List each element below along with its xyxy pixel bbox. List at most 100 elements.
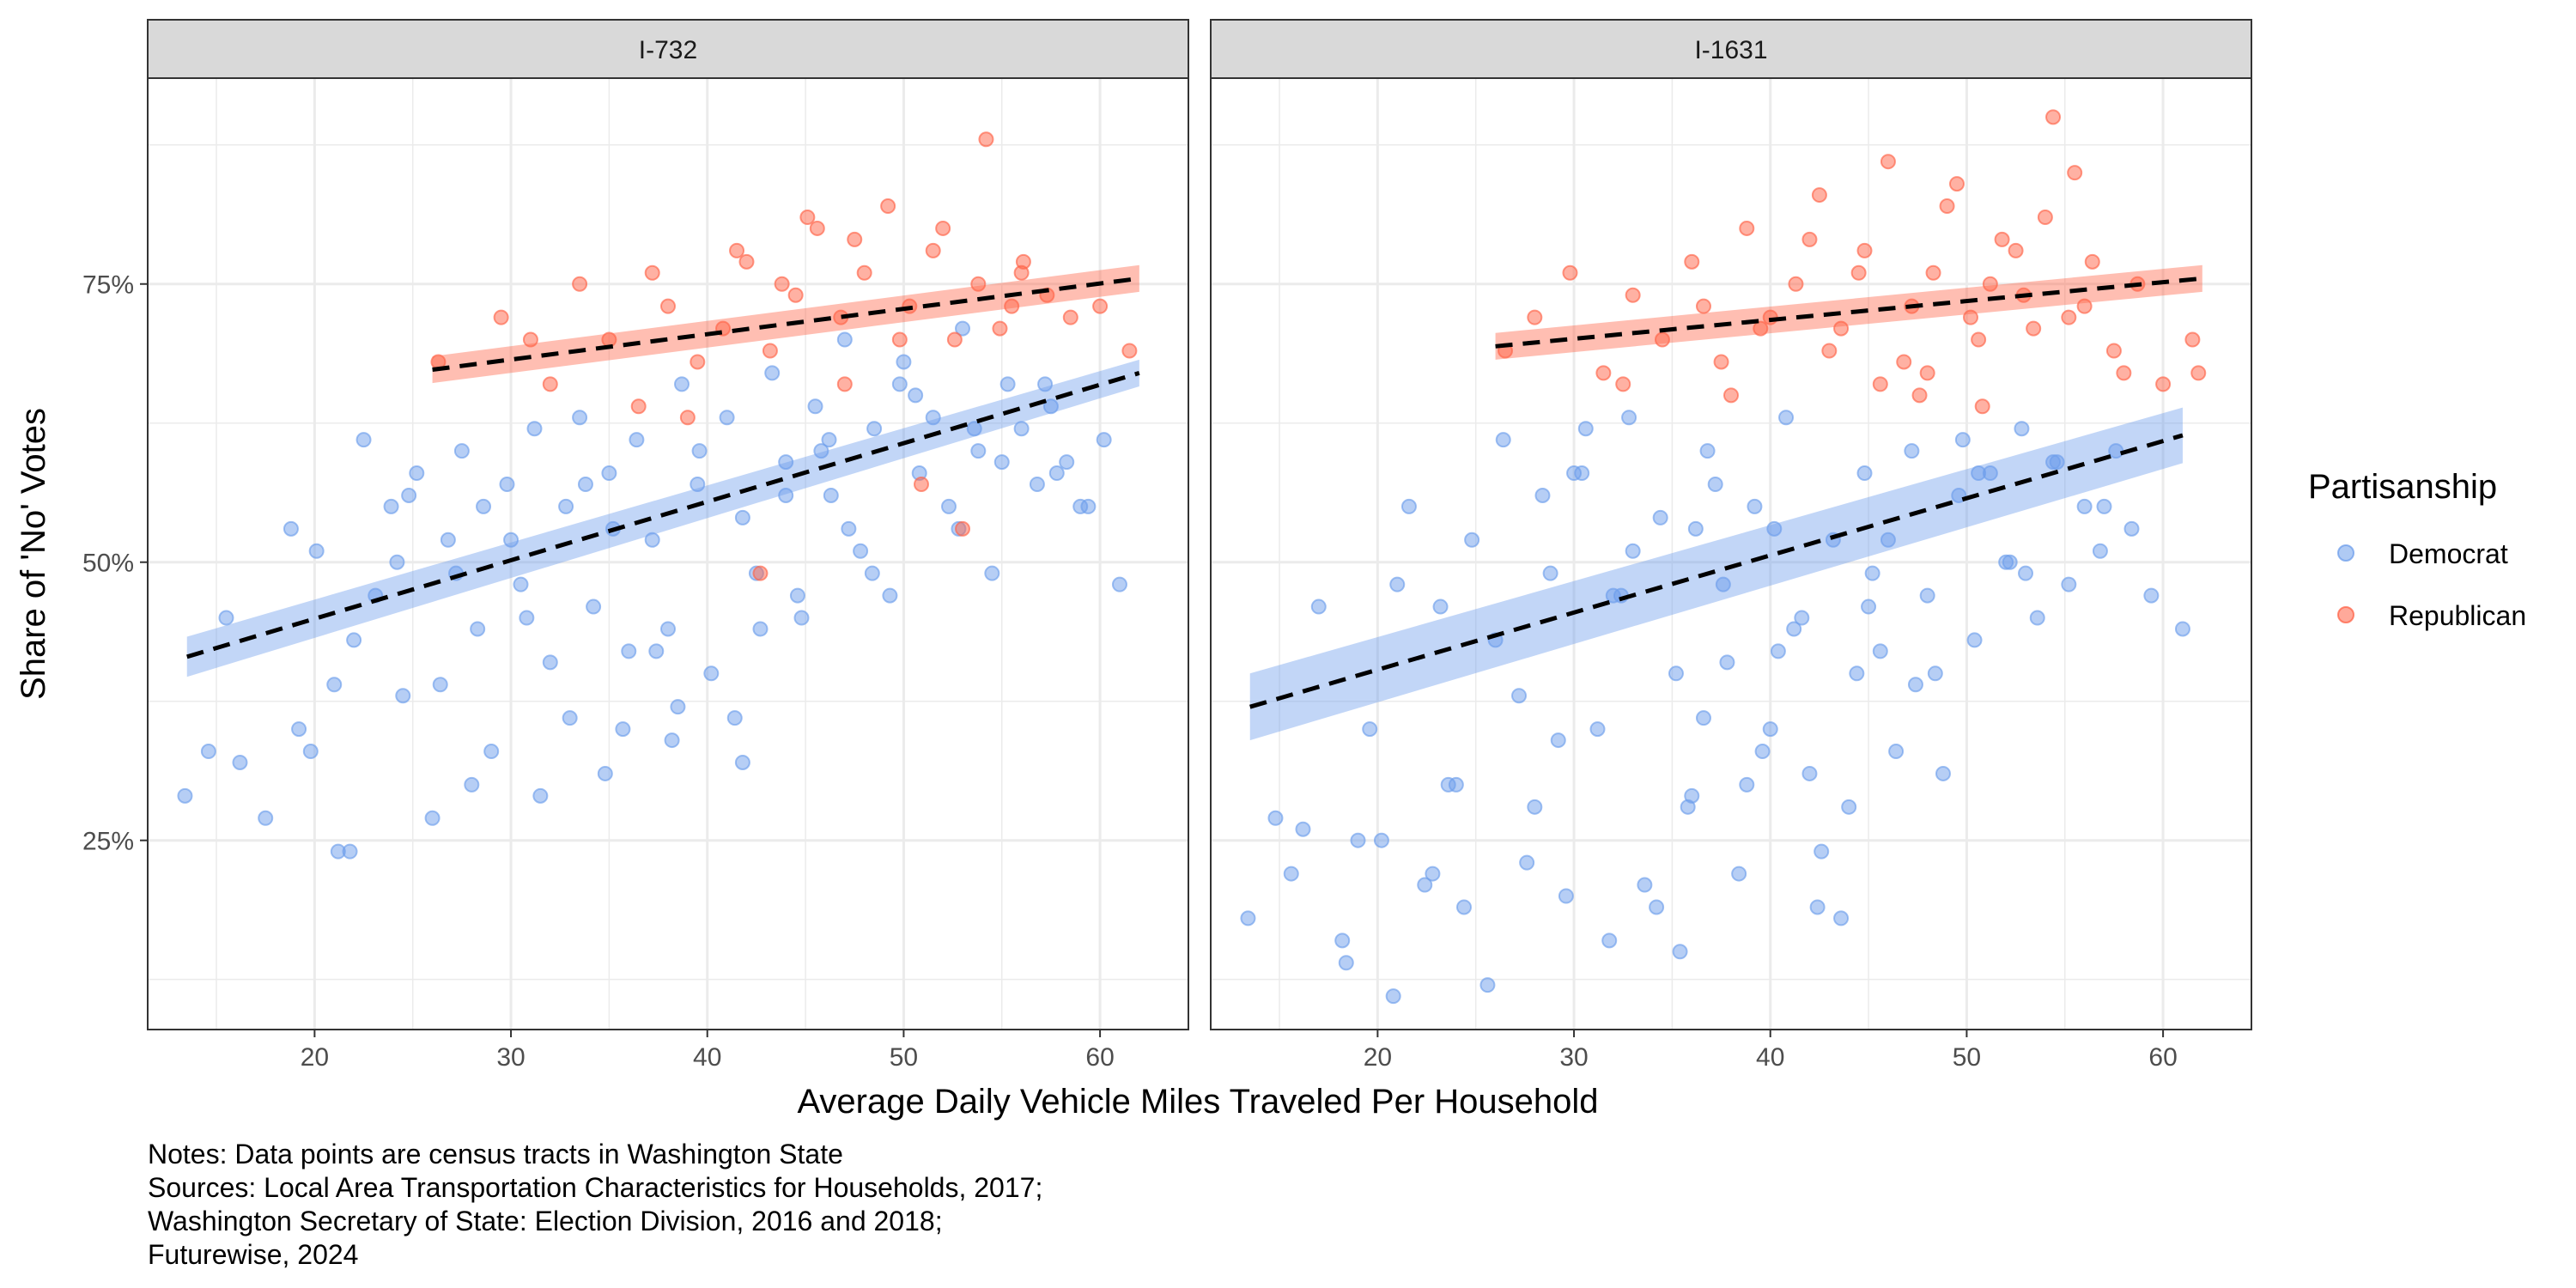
data-point-republican [970, 276, 987, 292]
x-tick-label: 30 [496, 1043, 525, 1072]
data-point-democrat [1400, 498, 1417, 514]
series-democrat [177, 320, 1127, 860]
data-point-democrat [476, 498, 492, 514]
data-point-democrat [1766, 520, 1783, 537]
x-tick-label: 60 [2148, 1043, 2177, 1072]
data-point-democrat [1542, 565, 1558, 581]
data-point-republican [2037, 209, 2053, 225]
data-point-republican [1713, 354, 1729, 370]
data-point-democrat [1649, 899, 1665, 915]
data-point-democrat [1621, 410, 1637, 426]
data-point-republican [787, 287, 804, 303]
data-point-democrat [864, 565, 880, 581]
data-point-democrat [1904, 443, 1920, 459]
data-point-democrat [807, 398, 823, 415]
plot-background [148, 78, 1188, 1030]
data-point-democrat [1080, 498, 1097, 514]
data-point-democrat [1440, 776, 1456, 793]
data-point-democrat [2029, 610, 2045, 626]
data-point-republican [1982, 276, 1998, 292]
trend-layer [1249, 264, 2203, 741]
data-point-democrat [2061, 576, 2077, 592]
plot-background [1211, 78, 2251, 1030]
data-point-democrat [621, 643, 637, 659]
data-point-democrat [258, 810, 274, 826]
data-point-republican [1850, 264, 1867, 281]
confidence-band-republican [1495, 264, 2202, 360]
data-point-republican [729, 242, 745, 258]
data-point-republican [2061, 309, 2077, 325]
data-point-republican [1615, 376, 1631, 392]
data-point-democrat [2002, 554, 2018, 570]
data-point-republican [1788, 276, 1804, 292]
data-point-democrat [562, 710, 578, 726]
data-point-democrat [1786, 621, 1802, 637]
data-point-republican [572, 276, 588, 292]
data-point-democrat [503, 532, 519, 548]
data-point-democrat [1888, 744, 1905, 760]
data-point-democrat [1747, 498, 1763, 514]
data-point-democrat [532, 787, 549, 804]
data-point-republican [856, 264, 872, 281]
data-point-democrat [691, 443, 708, 459]
data-point-democrat [1687, 520, 1704, 537]
legend-label-republican: Republican [2389, 600, 2526, 631]
data-point-republican [880, 198, 896, 215]
data-point-democrat [1511, 688, 1528, 704]
data-point-republican [1062, 309, 1078, 325]
data-point-democrat [1338, 955, 1354, 971]
data-point-democrat [409, 465, 425, 482]
data-point-democrat [734, 509, 750, 526]
y-tick-label: 25% [82, 828, 134, 856]
data-point-republican [978, 131, 994, 148]
data-point-democrat [302, 744, 319, 760]
data-point-democrat [1927, 665, 1943, 682]
data-point-republican [1121, 343, 1138, 359]
data-point-democrat [1589, 721, 1606, 738]
data-point-democrat [821, 432, 837, 448]
trend-layer [186, 264, 1140, 677]
data-point-republican [1962, 309, 1978, 325]
data-point-democrat [719, 410, 735, 426]
data-point-democrat [1801, 765, 1818, 781]
data-point-democrat [1814, 843, 1830, 860]
data-point-democrat [291, 721, 307, 738]
data-point-republican [762, 343, 778, 359]
panels-layer: I-732 I-1631 [147, 19, 2252, 1030]
legend-label-democrat: Democrat [2389, 538, 2508, 569]
data-point-republican [1939, 198, 1955, 215]
caption-line-3: Washington Secretary of State: Election … [148, 1206, 943, 1236]
data-point-democrat [866, 421, 883, 437]
data-point-democrat [218, 610, 234, 626]
data-point-democrat [283, 520, 299, 537]
data-point-democrat [526, 421, 543, 437]
data-point-democrat [1935, 765, 1951, 781]
data-point-democrat [789, 587, 805, 604]
data-point-republican [493, 309, 509, 325]
data-point-democrat [1267, 810, 1284, 826]
data-point-democrat [644, 532, 660, 548]
data-point-democrat [1240, 910, 1256, 927]
data-point-republican [2190, 365, 2207, 381]
data-point-republican [1654, 331, 1670, 348]
data-point-democrat [389, 554, 405, 570]
data-point-democrat [2014, 421, 2030, 437]
data-point-republican [644, 264, 660, 281]
data-point-democrat [1013, 421, 1030, 437]
data-point-democrat [1464, 532, 1480, 548]
legend-key-democrat [2337, 544, 2354, 562]
data-point-democrat [1048, 465, 1065, 482]
x-tick-label: 20 [1364, 1043, 1392, 1072]
series-democrat [1240, 410, 2190, 1005]
data-point-republican [1562, 264, 1578, 281]
x-tick-label: 50 [1953, 1043, 1981, 1072]
data-point-democrat [703, 665, 720, 682]
data-point-democrat [629, 432, 645, 448]
data-point-democrat [1385, 988, 1401, 1005]
data-point-republican [1595, 365, 1612, 381]
data-point-democrat [823, 487, 839, 503]
data-point-democrat [1534, 487, 1551, 503]
series-republican [1498, 109, 2207, 415]
data-point-democrat [346, 632, 362, 648]
x-tick-label: 40 [1756, 1043, 1784, 1072]
